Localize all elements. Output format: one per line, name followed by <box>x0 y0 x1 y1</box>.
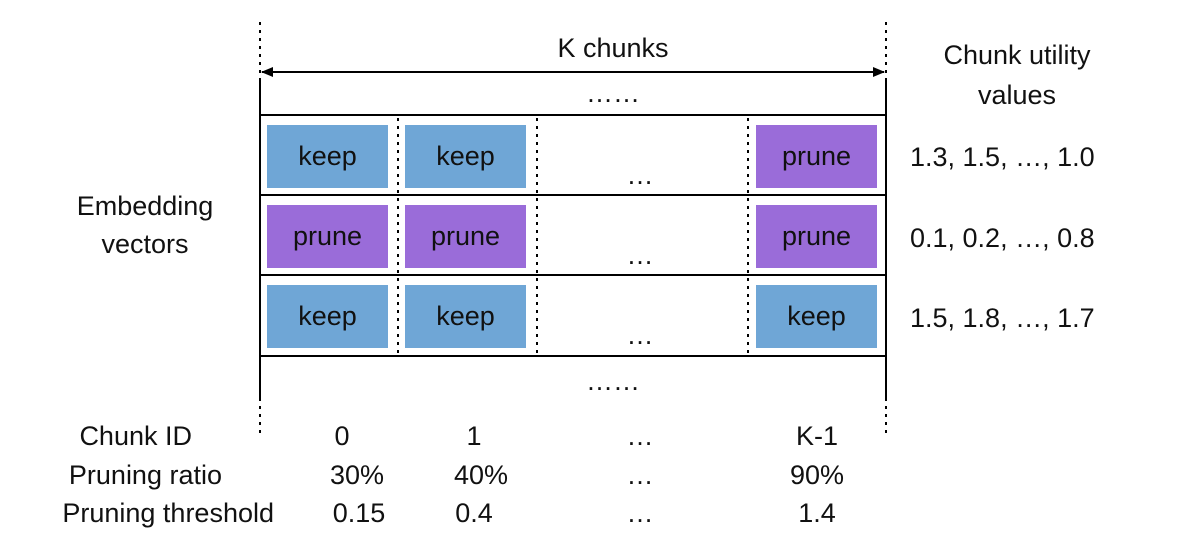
bottom-ellipsis: …… <box>586 366 640 396</box>
embedding-label-line1: Embedding <box>76 191 214 221</box>
top-ellipsis: …… <box>586 78 640 108</box>
chunk-id-value: … <box>626 421 654 451</box>
chunk-box: keep <box>267 285 388 348</box>
chunk-box: keep <box>405 285 526 348</box>
chunk-box: prune <box>756 205 877 268</box>
pruning-ratio-value: 90% <box>789 460 845 490</box>
chunk-id-label: Chunk ID <box>79 421 192 451</box>
chunk-id-value: 0 <box>334 421 350 451</box>
chunk-box: prune <box>267 205 388 268</box>
utility-values: 0.1, 0.2, …, 0.8 <box>910 223 1095 253</box>
chunk-box: keep <box>756 285 877 348</box>
k-chunks-label: K chunks <box>557 33 669 63</box>
chunk-box: prune <box>405 205 526 268</box>
row-ellipsis: … <box>626 320 654 350</box>
utility-values: 1.3, 1.5, …, 1.0 <box>910 142 1095 172</box>
pruning-threshold-value: 1.4 <box>798 498 836 528</box>
chunk-box: keep <box>267 125 388 188</box>
utility-title-line1: Chunk utility <box>943 40 1091 70</box>
pruning-threshold-value: 0.4 <box>455 498 493 528</box>
pruning-ratio-value: … <box>626 460 654 490</box>
chunk-id-value: 1 <box>466 421 482 451</box>
chunk-box: keep <box>405 125 526 188</box>
pruning-ratio-label: Pruning ratio <box>68 460 222 490</box>
pruning-ratio-value: 30% <box>329 460 385 490</box>
embedding-label-line2: vectors <box>101 229 189 259</box>
row-ellipsis: … <box>626 160 654 190</box>
pruning-threshold-value: 0.15 <box>332 498 386 528</box>
row-ellipsis: … <box>626 240 654 270</box>
pruning-ratio-value: 40% <box>453 460 509 490</box>
chunk-box: prune <box>756 125 877 188</box>
utility-values: 1.5, 1.8, …, 1.7 <box>910 303 1095 333</box>
chunk-id-value: K-1 <box>795 421 839 451</box>
pruning-threshold-value: … <box>626 498 654 528</box>
pruning-threshold-label: Pruning threshold <box>62 498 274 528</box>
utility-title-line2: values <box>977 80 1057 110</box>
